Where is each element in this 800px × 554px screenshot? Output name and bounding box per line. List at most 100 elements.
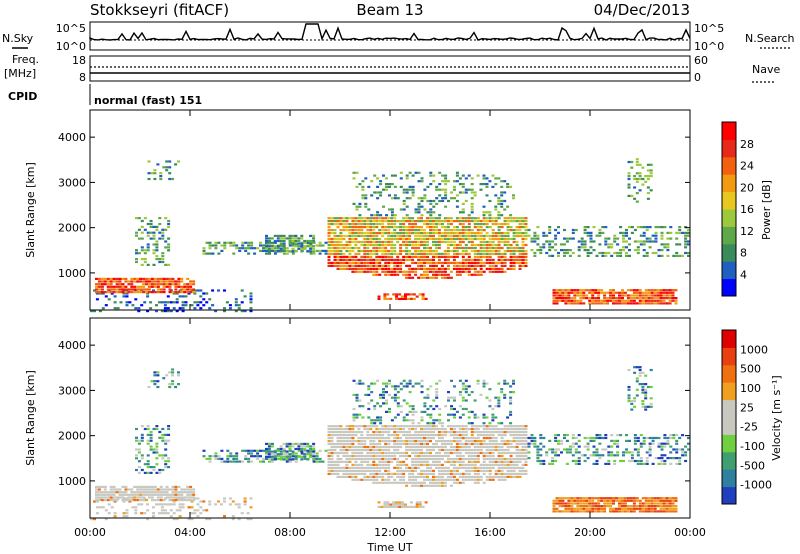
scatter-cell — [348, 237, 352, 241]
scatter-cell — [458, 460, 462, 463]
scatter-cell — [467, 229, 471, 232]
scatter-cell — [420, 264, 423, 267]
scatter-cell — [135, 436, 138, 439]
scatter-cell — [342, 445, 346, 449]
scatter-cell — [372, 232, 376, 235]
scatter-cell — [357, 270, 361, 273]
scatter-cell — [267, 247, 271, 250]
scatter-cell — [363, 437, 367, 440]
scatter-cell — [171, 368, 175, 371]
scatter-cell — [491, 252, 495, 255]
scatter-cell — [461, 183, 465, 186]
scatter-cell — [229, 452, 233, 455]
scatter-cell — [297, 245, 301, 248]
scatter-cell — [461, 264, 465, 267]
scatter-cell — [192, 488, 196, 491]
scatter-cell — [626, 497, 630, 500]
scatter-cell — [488, 237, 492, 241]
scatter-cell — [390, 385, 394, 388]
scatter-cell — [363, 234, 367, 238]
scatter-cell — [515, 451, 519, 455]
scatter-cell — [125, 304, 129, 307]
scatter-cell — [282, 458, 286, 461]
scatter-cell — [205, 301, 209, 304]
scatter-cell — [339, 434, 343, 437]
power-ylabel: Slant Range [km] — [24, 162, 37, 258]
scatter-cell — [408, 405, 412, 408]
scatter-cell — [497, 252, 501, 255]
scatter-cell — [139, 496, 143, 499]
scatter-cell — [530, 249, 534, 252]
scatter-cell — [288, 445, 292, 448]
scatter-cell — [473, 431, 477, 434]
scatter-cell — [668, 302, 672, 305]
scatter-cell — [509, 442, 513, 446]
scatter-cell — [635, 497, 639, 500]
scatter-cell — [470, 457, 474, 461]
scatter-cell — [464, 448, 468, 452]
scatter-cell — [152, 234, 156, 237]
scatter-cell — [369, 226, 373, 229]
scatter-cell — [626, 297, 630, 300]
scatter-cell — [646, 169, 650, 172]
scatter-cell — [345, 258, 349, 261]
scatter-cell — [533, 254, 537, 257]
scatter-cell — [426, 249, 429, 253]
scatter-cell — [279, 458, 283, 461]
scatter-cell — [429, 445, 432, 449]
scatter-cell — [411, 475, 415, 478]
scatter-cell — [385, 402, 388, 405]
scatter-cell — [426, 255, 429, 258]
scatter-cell — [396, 413, 400, 416]
scatter-cell — [140, 225, 144, 228]
scatter-cell — [393, 466, 397, 469]
scatter-cell — [390, 243, 394, 247]
scatter-cell — [609, 497, 612, 500]
scatter-cell — [367, 393, 371, 396]
scatter-cell — [180, 488, 184, 491]
scatter-cell — [142, 283, 146, 286]
scatter-cell — [420, 205, 424, 208]
scatter-cell — [336, 220, 340, 223]
scatter-cell — [444, 405, 448, 408]
scatter-cell — [488, 448, 492, 452]
scatter-cell — [621, 299, 624, 302]
scatter-cell — [411, 267, 415, 270]
scatter-cell — [417, 202, 421, 205]
scatter-cell — [339, 229, 343, 232]
scatter-cell — [342, 234, 346, 238]
scatter-cell — [506, 457, 510, 461]
scatter-cell — [518, 472, 522, 475]
scatter-cell — [476, 434, 480, 437]
scatter-cell — [455, 434, 459, 437]
scatter-cell — [174, 163, 178, 166]
scatter-cell — [488, 451, 492, 455]
scatter-cell — [461, 481, 465, 484]
scatter-cell — [515, 428, 519, 431]
scatter-cell — [402, 258, 406, 261]
scatter-cell — [649, 189, 653, 192]
scatter-cell — [288, 237, 292, 240]
scatter-cell — [115, 491, 119, 494]
scatter-cell — [494, 463, 498, 466]
scatter-cell — [461, 255, 465, 258]
scatter-cell — [103, 496, 107, 499]
scatter-cell — [512, 229, 516, 232]
scatter-cell — [485, 454, 489, 458]
scatter-cell — [435, 273, 438, 276]
scatter-cell — [435, 276, 438, 279]
scatter-cell — [485, 469, 489, 472]
scatter-cell — [402, 232, 406, 235]
scatter-cell — [355, 185, 359, 188]
scatter-cell — [372, 475, 376, 478]
scatter-cell — [124, 291, 128, 294]
scatter-cell — [402, 234, 406, 238]
scatter-cell — [396, 267, 400, 270]
scatter-cell — [426, 425, 429, 428]
scatter-cell — [342, 246, 346, 250]
freq-panel — [89, 55, 691, 82]
scatter-cell — [333, 463, 337, 466]
scatter-cell — [671, 294, 675, 297]
scatter-cell — [506, 240, 510, 244]
scatter-cell — [423, 220, 426, 223]
